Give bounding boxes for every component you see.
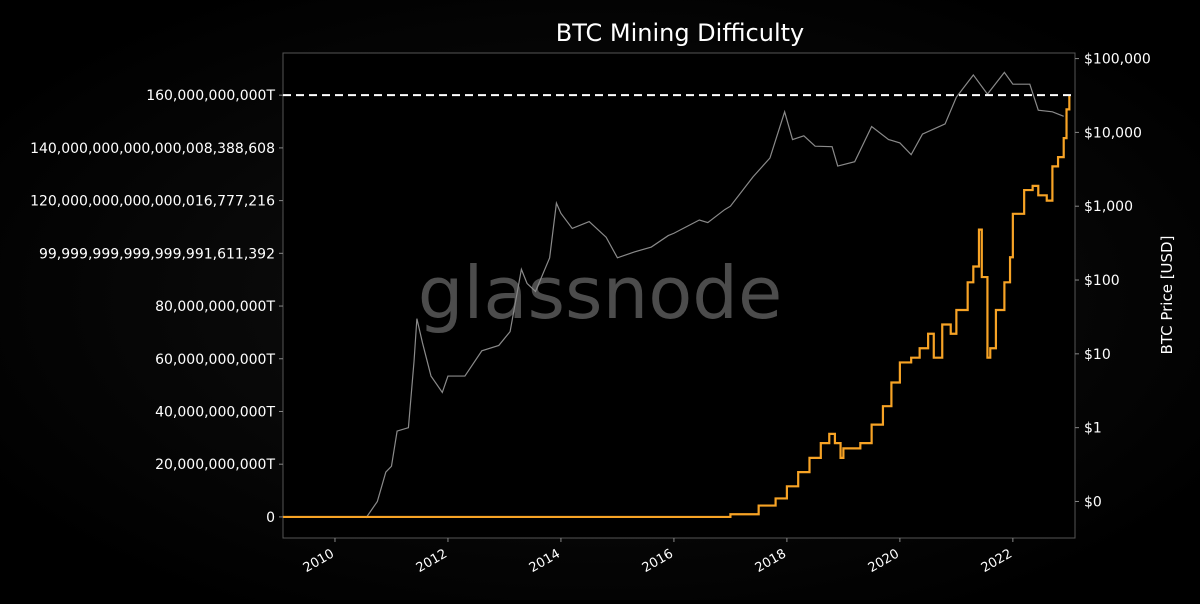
right-axis: $0 $1 $10 $100 $1,000 $10,000 $100,000 <box>1075 52 1151 510</box>
right-tick-label: $10 <box>1084 347 1111 363</box>
plot-area <box>282 52 1076 539</box>
price-line <box>365 71 1064 519</box>
series-group <box>283 71 1075 519</box>
difficulty-line <box>283 95 1071 519</box>
right-tick-label: $100,000 <box>1084 52 1151 68</box>
left-tick-label: 99,999,999,999,999,991,611,392 <box>39 246 275 262</box>
left-axis: 0 20,000,000,000T 40,000,000,000T 60,000,00… <box>30 88 283 526</box>
left-tick-label: 0 <box>266 510 275 526</box>
left-tick-label: 60,000,000,000T <box>155 352 275 368</box>
right-tick-label: $100 <box>1084 273 1120 289</box>
left-tick-label: 40,000,000,000T <box>155 404 275 420</box>
right-tick-label: $0 <box>1084 494 1102 510</box>
left-tick-label: 20,000,000,000T <box>155 457 275 473</box>
chart-title: BTC Mining Difficulty <box>556 19 804 47</box>
left-tick-label: 140,000,000,000,000,008,388,608 <box>30 141 275 157</box>
right-tick-label: $10,000 <box>1084 125 1142 141</box>
left-tick-label: 80,000,000,000T <box>155 299 275 315</box>
left-tick-label: 160,000,000,000T <box>146 88 275 104</box>
right-tick-label: $1 <box>1084 421 1102 437</box>
right-tick-label: $1,000 <box>1084 199 1133 215</box>
left-tick-label: 120,000,000,000,000,016,777,216 <box>30 194 275 210</box>
right-axis-label: BTC Price [USD] <box>1158 236 1176 355</box>
watermark: glassnode <box>418 251 783 335</box>
